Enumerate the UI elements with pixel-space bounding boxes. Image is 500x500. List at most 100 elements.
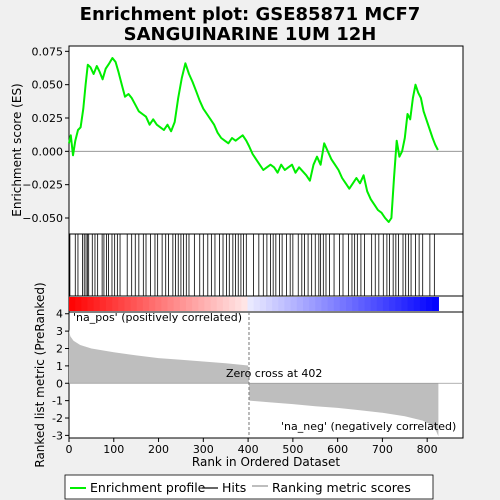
heatmap-cell bbox=[266, 297, 273, 311]
legend-label-hits: Hits bbox=[222, 480, 246, 495]
heatmap-cell bbox=[346, 297, 353, 311]
ranked-ylabel: Ranked list metric (PreRanked) bbox=[33, 282, 47, 467]
heatmap-cell bbox=[272, 297, 279, 311]
heatmap-cell bbox=[222, 297, 230, 311]
heatmap-cell bbox=[339, 297, 347, 311]
es-ytick-label: −0.050 bbox=[22, 212, 63, 225]
xtick-label: 800 bbox=[417, 443, 438, 456]
ranking-metric-area bbox=[69, 329, 439, 437]
legend-label-enrichment: Enrichment profile bbox=[90, 480, 206, 495]
heatmap-cell bbox=[327, 297, 335, 311]
es-ylabel: Enrichment score (ES) bbox=[10, 83, 24, 216]
heatmap-cell bbox=[161, 297, 169, 311]
heatmap-cell bbox=[81, 297, 89, 311]
heatmap-cell bbox=[185, 297, 193, 311]
heatmap-cell bbox=[155, 297, 162, 311]
legend-label-metric: Ranking metric scores bbox=[272, 480, 411, 495]
heatmap-cell bbox=[382, 297, 390, 311]
heatmap-cell bbox=[210, 297, 218, 311]
xtick-label: 700 bbox=[372, 443, 393, 456]
metric-ytick-label: 4 bbox=[56, 308, 63, 321]
heatmap-cell bbox=[352, 297, 359, 311]
heatmap-cell bbox=[235, 297, 242, 311]
xtick-label: 600 bbox=[327, 443, 348, 456]
heatmap-cell bbox=[118, 297, 126, 311]
heatmap-cell bbox=[309, 297, 316, 311]
heatmap-cell bbox=[364, 297, 372, 311]
heatmap-cell bbox=[407, 297, 415, 311]
heatmap-cell bbox=[389, 297, 396, 311]
metric-ytick-label: -3 bbox=[52, 429, 63, 442]
xtick-label: 0 bbox=[66, 443, 73, 456]
pos-correlated-label: 'na_pos' (positively correlated) bbox=[73, 311, 242, 324]
heatmap-cell bbox=[259, 297, 267, 311]
es-ytick-label: 0.000 bbox=[32, 145, 64, 158]
heatmap-cell bbox=[426, 297, 433, 311]
heatmap-cell bbox=[247, 297, 255, 311]
es-ytick-label: 0.025 bbox=[32, 112, 64, 125]
metric-ytick-label: 2 bbox=[56, 342, 63, 355]
xtick-label: 500 bbox=[282, 443, 303, 456]
xtick-label: 400 bbox=[238, 443, 259, 456]
hits-panel bbox=[68, 233, 464, 297]
metric-ytick-label: 1 bbox=[56, 360, 63, 373]
es-ytick-label: −0.025 bbox=[22, 179, 63, 192]
hits-layer bbox=[69, 234, 435, 296]
chart-title-line2: SANGUINARINE 1UM 12H bbox=[124, 24, 377, 45]
es-layer: −0.050 −0.025 0.000 0.025 0.050 0.075 bbox=[22, 45, 463, 225]
heatmap-cell bbox=[296, 297, 304, 311]
metric-ytick-label: 0 bbox=[56, 377, 63, 390]
neg-correlated-label: 'na_neg' (negatively correlated) bbox=[281, 420, 456, 433]
heatmap-cell bbox=[105, 297, 113, 311]
heatmap-cell bbox=[321, 297, 329, 311]
metric-ytick-label: -1 bbox=[52, 395, 63, 408]
heatmap-cell bbox=[290, 297, 298, 311]
heatmap-cell bbox=[167, 297, 175, 311]
heatmap-cell bbox=[216, 297, 224, 311]
heatmap-cell bbox=[87, 297, 95, 311]
xtick-label: 100 bbox=[103, 443, 124, 456]
es-ytick-label: 0.050 bbox=[32, 79, 64, 92]
heatmap-cell bbox=[130, 297, 138, 311]
heatmap-cell bbox=[229, 297, 236, 311]
heatmap-cell bbox=[112, 297, 119, 311]
ranked-xlabel: Rank in Ordered Dataset bbox=[192, 455, 340, 469]
heatmap-cell bbox=[370, 297, 378, 311]
zero-cross-label: Zero cross at 402 bbox=[226, 367, 322, 380]
legend-box bbox=[64, 474, 434, 500]
xtick-label: 200 bbox=[148, 443, 169, 456]
metric-ytick-label: 3 bbox=[56, 325, 63, 338]
heatmap-cell bbox=[376, 297, 384, 311]
heatmap-cell bbox=[278, 297, 286, 311]
chart-title-line1: Enrichment plot: GSE85871 MCF7 bbox=[80, 4, 421, 25]
heatmap-cell bbox=[401, 297, 409, 311]
heatmap-cell bbox=[173, 297, 181, 311]
heatmap-cell bbox=[358, 297, 366, 311]
xtick-label: 300 bbox=[193, 443, 214, 456]
heatmap-cell bbox=[419, 297, 427, 311]
heatmap-cell bbox=[75, 297, 82, 311]
es-ytick-label: 0.075 bbox=[32, 45, 64, 58]
heatmap-cell bbox=[333, 297, 341, 311]
heatmap-cell bbox=[179, 297, 187, 311]
heatmap-cell bbox=[136, 297, 144, 311]
metric-layer: -3 -2 -1 0 1 2 3 4 0 100 200 300 400 500 600 700 800 bbox=[52, 308, 463, 456]
heatmap-layer bbox=[69, 297, 439, 311]
heatmap-cell bbox=[253, 297, 261, 311]
heatmap-cell bbox=[93, 297, 101, 311]
heatmap-cell bbox=[284, 297, 292, 311]
heatmap-cell bbox=[204, 297, 212, 311]
heatmap-cell bbox=[315, 297, 323, 311]
enrichment-profile-line bbox=[68, 57, 439, 223]
heatmap-cell bbox=[302, 297, 310, 311]
heatmap-cell bbox=[432, 297, 439, 311]
heatmap-cell bbox=[149, 297, 156, 311]
heatmap-cell bbox=[69, 297, 76, 311]
heatmap-cell bbox=[395, 297, 403, 311]
heatmap-cell bbox=[99, 297, 107, 311]
heatmap-cell bbox=[192, 297, 199, 311]
heatmap-cell bbox=[124, 297, 132, 311]
heatmap-cell bbox=[241, 297, 249, 311]
heatmap-cell bbox=[142, 297, 150, 311]
